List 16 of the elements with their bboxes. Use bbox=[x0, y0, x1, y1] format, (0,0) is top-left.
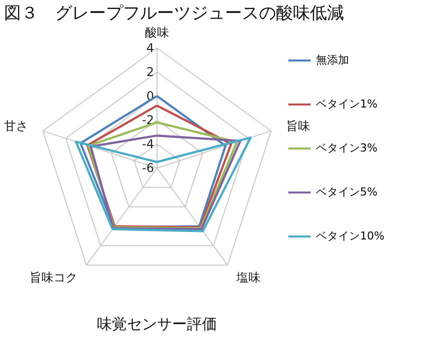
y-tick-label: -4 bbox=[142, 137, 154, 151]
y-tick-label: -6 bbox=[142, 161, 154, 175]
spoke-label: 旨味 bbox=[286, 119, 310, 134]
spoke-label: 旨味コク bbox=[29, 270, 78, 285]
legend-label: 無添加 bbox=[316, 54, 349, 66]
legend-label: ベタイン10% bbox=[316, 230, 384, 242]
legend-label: ベタイン5% bbox=[316, 186, 378, 198]
legend-label: ベタイン3% bbox=[316, 142, 378, 154]
y-tick-label: 2 bbox=[146, 65, 154, 79]
chart-title: 図３ グレープフルーツジュースの酸味低減 bbox=[4, 3, 344, 24]
spoke-label: 甘さ bbox=[4, 119, 28, 134]
y-tick-label: 4 bbox=[146, 41, 154, 55]
spoke-label: 酸味 bbox=[145, 25, 169, 40]
legend-label: ベタイン1% bbox=[316, 98, 378, 110]
spoke-label: 塩味 bbox=[236, 270, 261, 285]
text: 味覚センサー評価 bbox=[97, 315, 217, 333]
